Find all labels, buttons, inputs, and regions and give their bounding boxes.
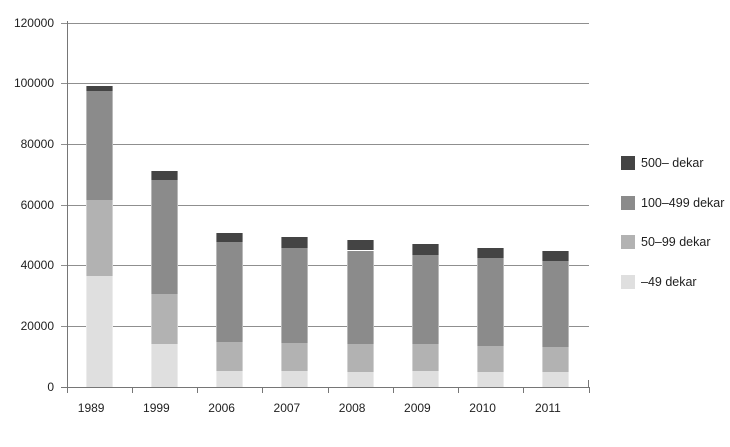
- bar-segment: [411, 344, 439, 371]
- legend-swatch: [621, 195, 635, 210]
- gridline: [60, 265, 589, 267]
- legend-item: 100–499 dekar: [621, 195, 726, 211]
- legend-swatch: [621, 156, 635, 170]
- x-axis-tick-label: 2009: [404, 401, 431, 415]
- bar-segment: [542, 261, 570, 347]
- y-axis-tick-label: 60000: [20, 197, 54, 212]
- bar-segment: [281, 247, 309, 343]
- bar-segment: [281, 370, 309, 387]
- bar-segment: [150, 344, 178, 387]
- bar-segment: [477, 258, 505, 346]
- x-axis-tick-label: 2007: [273, 401, 301, 415]
- legend-label: 500– dekar: [641, 156, 704, 170]
- x-axis-tick-label: 2010: [469, 401, 496, 415]
- bar-segment: [346, 250, 374, 344]
- bar-segment: [216, 370, 244, 387]
- gridline: [60, 143, 589, 145]
- legend-item: 500– dekar: [621, 156, 726, 171]
- x-axis-tick: [588, 387, 590, 393]
- bar-segment: [477, 248, 505, 259]
- bar-segment: [85, 199, 113, 277]
- bar-segment: [477, 371, 505, 387]
- y-axis-line: [66, 21, 68, 393]
- bar-segment: [216, 341, 244, 371]
- x-axis-tick-label: 1989: [77, 401, 105, 415]
- x-axis-right-end-tick: [587, 380, 589, 387]
- y-axis-tick-label: 120000: [13, 15, 54, 30]
- legend-swatch: [621, 274, 635, 289]
- y-axis-tick-label: 20000: [20, 318, 54, 333]
- legend-swatch: [621, 235, 635, 249]
- x-axis-tick: [131, 387, 133, 393]
- bar-segment: [411, 255, 439, 345]
- x-axis-tick: [392, 387, 394, 393]
- bar-segment: [216, 242, 244, 342]
- legend-item: 50–99 dekar: [621, 235, 726, 250]
- bar-segment: [542, 346, 570, 372]
- y-axis-tick-label: 40000: [20, 258, 54, 273]
- legend-item: –49 dekar: [621, 274, 726, 290]
- x-axis-tick-label: 1999: [143, 401, 170, 415]
- bar-segment: [281, 236, 309, 248]
- bar-segment: [85, 276, 113, 387]
- bar-segment: [346, 240, 374, 251]
- bar-segment: [281, 343, 309, 371]
- legend-label: –49 dekar: [641, 274, 697, 289]
- x-axis-tick: [262, 387, 264, 393]
- bar-segment: [542, 371, 570, 387]
- y-axis-tick-label: 100000: [13, 76, 54, 91]
- x-axis-tick: [327, 387, 329, 393]
- bar-segment: [216, 232, 244, 243]
- x-axis-tick-label: 2008: [338, 401, 366, 415]
- bar-segment: [150, 294, 178, 345]
- bar-segment: [85, 86, 113, 91]
- x-axis-line: [60, 387, 589, 388]
- x-axis-tick: [523, 387, 525, 393]
- y-axis-tick-label: 80000: [20, 136, 54, 151]
- y-axis-tick-label: 0: [47, 379, 54, 394]
- bar-segment: [477, 345, 505, 372]
- bar-segment: [346, 371, 374, 387]
- bar-segment: [85, 90, 113, 200]
- bar-segment: [150, 179, 178, 295]
- legend-label: 100–499 dekar: [641, 195, 725, 210]
- gridline: [60, 83, 589, 85]
- x-axis-tick-label: 2011: [534, 401, 561, 415]
- bar-segment: [542, 250, 570, 262]
- x-axis-tick: [458, 387, 459, 393]
- bar-segment: [411, 243, 439, 256]
- x-axis-tick-label: 2006: [208, 401, 235, 415]
- gridline: [60, 325, 589, 327]
- legend-label: 50–99 dekar: [641, 235, 711, 249]
- x-axis-tick: [66, 387, 68, 393]
- bar-segment: [346, 343, 374, 372]
- bar-segment: [150, 171, 178, 180]
- gridline: [60, 22, 589, 24]
- gridline: [60, 204, 589, 206]
- x-axis-tick: [197, 387, 198, 393]
- bar-segment: [411, 370, 439, 387]
